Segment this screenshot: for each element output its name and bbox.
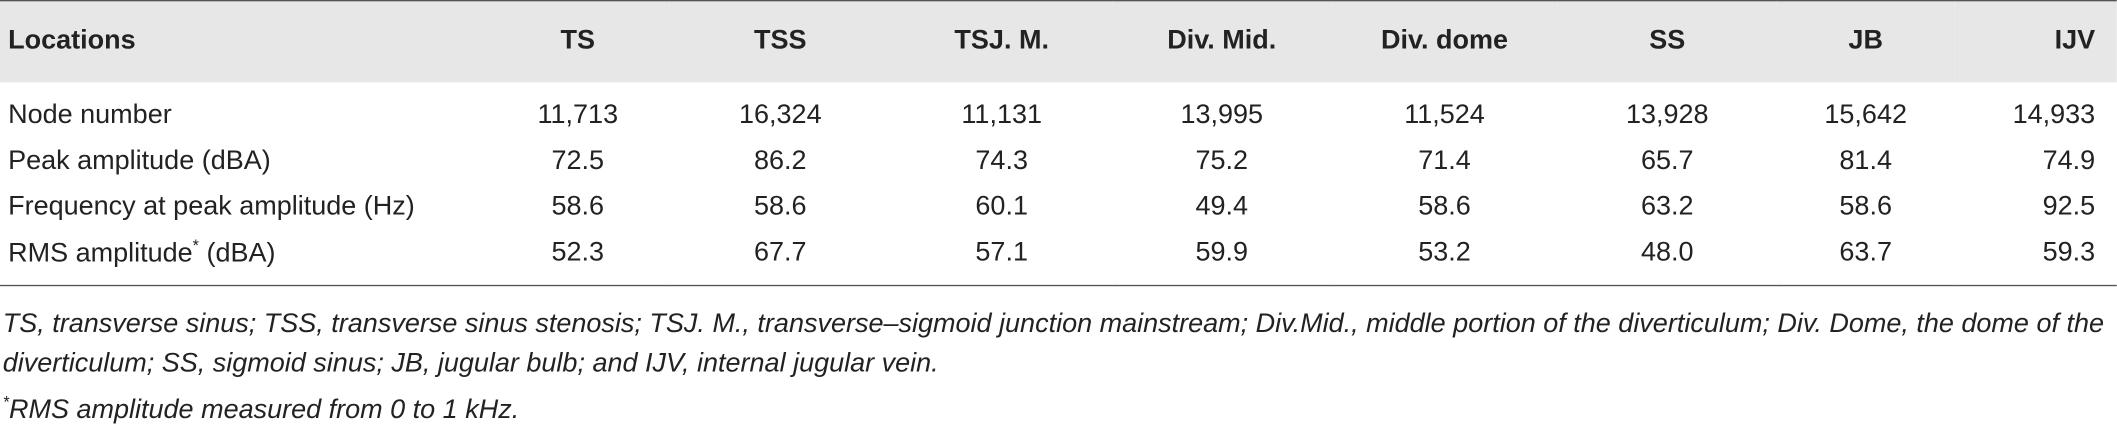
column-header: Div. dome [1380, 25, 1509, 56]
cell: 49.4 [1195, 191, 1249, 222]
cell: 72.5 [551, 145, 605, 176]
column-header: SS [1649, 25, 1686, 56]
cell: 11,131 [961, 99, 1042, 130]
table-row: Frequency at peak amplitude (Hz) 58.6 58.6… [0, 184, 2117, 230]
data-table: Locations TS TSS TSJ. M. Div. Mid. Div. dome S… [0, 0, 2117, 285]
header-row: Locations TS TSS TSJ. M. Div. Mid. Div. dome S… [0, 0, 2117, 82]
cell: 15,642 [1824, 99, 1907, 130]
row-label-text: Peak amplitude (dBA) [8, 145, 271, 176]
note-text: RMS amplitude measured from 0 to 1 kHz. [9, 394, 520, 425]
cell: 63.7 [1839, 237, 1892, 268]
cell: 63.2 [1640, 191, 1694, 222]
cell: 67.7 [754, 237, 807, 268]
note: *RMS amplitude measured from 0 to 1 kHz. [3, 383, 2112, 430]
table-row: Node number 11,713 16,324 11,131 13,995 11,52… [0, 82, 2117, 139]
column-header: JB [1848, 25, 1883, 56]
cell: 16,324 [738, 99, 822, 130]
cell: 53.2 [1418, 237, 1471, 268]
column-header: TSJ. M. [954, 25, 1049, 56]
row-label-text: Node number [8, 99, 172, 130]
row-label: Peak amplitude (dBA) [0, 138, 486, 184]
cell: 58.6 [1839, 191, 1892, 222]
column-header: Locations [8, 25, 136, 56]
row-label-text: RMS amplitude [8, 238, 193, 269]
cell: 75.2 [1195, 145, 1249, 176]
cell: 81.4 [1839, 145, 1892, 176]
footnotes: TS, transverse sinus; TSS, transverse si… [0, 286, 2117, 430]
cell: 14,933 [2012, 99, 2096, 130]
table-body: Node number 11,713 16,324 11,131 13,995 11,52… [0, 82, 2117, 285]
cell: 74.9 [2042, 145, 2096, 176]
column-header: TS [560, 25, 596, 56]
cell: 92.5 [2042, 191, 2096, 222]
cell: 60.1 [975, 191, 1028, 222]
row-label: Frequency at peak amplitude (Hz) [0, 184, 486, 230]
row-label: Node number [0, 82, 486, 139]
column-header: Div. Mid. [1167, 25, 1277, 56]
column-header: TSS [754, 25, 807, 56]
cell: 74.3 [975, 145, 1028, 176]
cell: 52.3 [551, 237, 605, 268]
cell: 58.6 [551, 191, 605, 222]
row-label: RMS amplitude* (dBA) [0, 230, 486, 285]
cell: 57.1 [975, 237, 1028, 268]
abbreviations: TS, transverse sinus; TSS, transverse si… [2, 308, 2104, 378]
cell: 58.6 [754, 191, 807, 222]
cell: 48.0 [1640, 237, 1694, 268]
cell: 11,524 [1404, 99, 1485, 130]
cell: 11,713 [537, 99, 619, 130]
cell: 13,928 [1625, 99, 1709, 130]
row-label-text: Frequency at peak amplitude (Hz) [8, 191, 415, 222]
cell: 59.3 [2042, 237, 2096, 268]
table-row: Peak amplitude (dBA) 72.5 86.2 74.3 75.2 71.4… [0, 138, 2117, 184]
cell: 58.6 [1418, 191, 1471, 222]
note-mark: * [2, 392, 10, 412]
cell: 59.9 [1195, 237, 1249, 268]
column-header: IJV [2054, 25, 2096, 56]
table-row: RMS amplitude* (dBA) 52.3 67.7 57.1 59.9 53.2… [0, 230, 2117, 285]
row-label-mark: * [192, 236, 199, 256]
cell: 86.2 [754, 145, 807, 176]
row-label-suffix: (dBA) [206, 238, 276, 269]
cell: 13,995 [1180, 99, 1264, 130]
cell: 65.7 [1640, 145, 1694, 176]
cell: 71.4 [1418, 145, 1471, 176]
